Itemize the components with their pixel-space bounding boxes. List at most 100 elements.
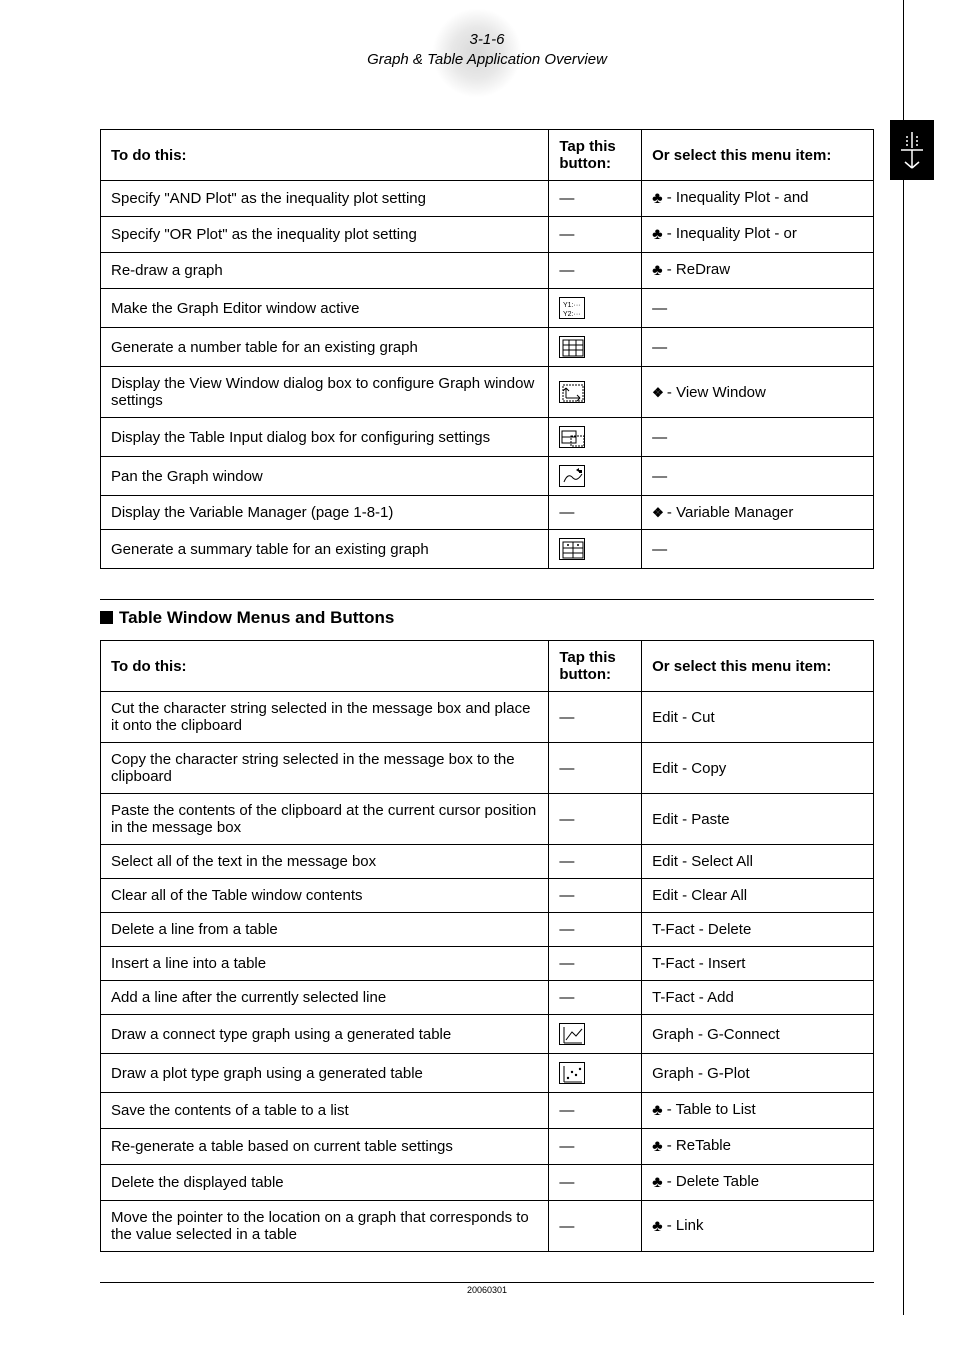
- cell-action: Select all of the text in the message bo…: [101, 845, 549, 879]
- th-action: To do this:: [101, 130, 549, 181]
- table-row: Clear all of the Table window contents—E…: [101, 879, 874, 913]
- page-title: Graph & Table Application Overview: [100, 50, 874, 70]
- menu-text: - ReDraw: [663, 261, 731, 278]
- svg-text:Y1:···: Y1:···: [563, 302, 581, 309]
- cell-button: [549, 418, 642, 457]
- cell-button: —: [549, 879, 642, 913]
- table-row: Insert a line into a table—T-Fact - Inse…: [101, 947, 874, 981]
- table-row: Display the Table Input dialog box for c…: [101, 418, 874, 457]
- cell-action: Display the Table Input dialog box for c…: [101, 418, 549, 457]
- th-button: Tap this button:: [549, 641, 642, 692]
- spade-icon: ♣: [652, 190, 663, 207]
- tableinput-icon: [559, 426, 585, 448]
- cell-button: —: [549, 794, 642, 845]
- cell-action: Pan the Graph window: [101, 457, 549, 496]
- section-header: Table Window Menus and Buttons: [100, 599, 874, 628]
- section-bullet-icon: [100, 611, 113, 624]
- page-ref: 3-1-6: [100, 30, 874, 50]
- cell-menu: Edit - Clear All: [642, 879, 874, 913]
- cell-menu: ❖ - View Window: [642, 367, 874, 418]
- menu-text: Graph - G-Connect: [652, 1026, 780, 1043]
- cell-button: —: [549, 217, 642, 253]
- commands-table-2: To do this: Tap this button: Or select t…: [100, 640, 874, 1252]
- cell-button: —: [549, 743, 642, 794]
- cell-button: —: [549, 1165, 642, 1201]
- cell-action: Delete the displayed table: [101, 1165, 549, 1201]
- cell-menu: T-Fact - Add: [642, 981, 874, 1015]
- table-row: Generate a summary table for an existing…: [101, 530, 874, 569]
- table-row: Generate a number table for an existing …: [101, 328, 874, 367]
- cell-menu: ♣ - ReDraw: [642, 253, 874, 289]
- cell-action: Copy the character string selected in th…: [101, 743, 549, 794]
- commands-table-1: To do this: Tap this button: Or select t…: [100, 129, 874, 569]
- th-menu: Or select this menu item:: [642, 130, 874, 181]
- table-row: Move the pointer to the location on a gr…: [101, 1201, 874, 1252]
- section-title: Table Window Menus and Buttons: [119, 608, 394, 627]
- cell-action: Move the pointer to the location on a gr…: [101, 1201, 549, 1252]
- cell-menu: Edit - Copy: [642, 743, 874, 794]
- cell-menu: —: [642, 457, 874, 496]
- cell-menu: —: [642, 418, 874, 457]
- cell-menu: Edit - Paste: [642, 794, 874, 845]
- page-header: 3-1-6 Graph & Table Application Overview: [100, 20, 874, 69]
- plot-icon: [559, 1062, 585, 1084]
- spade-icon: ♣: [652, 226, 663, 243]
- footer-date: 20060301: [100, 1285, 874, 1295]
- table-row: Copy the character string selected in th…: [101, 743, 874, 794]
- cell-action: Specify "OR Plot" as the inequality plot…: [101, 217, 549, 253]
- table-row: Pan the Graph window —: [101, 457, 874, 496]
- spade-icon: ♣: [652, 262, 663, 279]
- menu-text: T-Fact - Delete: [652, 921, 751, 938]
- cell-action: Display the Variable Manager (page 1-8-1…: [101, 496, 549, 530]
- table-row: Draw a connect type graph using a genera…: [101, 1015, 874, 1054]
- menu-text: - Delete Table: [663, 1173, 759, 1190]
- cell-button: [549, 530, 642, 569]
- cell-button: [549, 1054, 642, 1093]
- cell-menu: —: [642, 530, 874, 569]
- table-row: Delete the displayed table—♣ - Delete Ta…: [101, 1165, 874, 1201]
- cell-button: [549, 328, 642, 367]
- y1y2-icon: Y1:···Y2:···: [559, 297, 585, 319]
- pan-icon: [559, 465, 585, 487]
- cell-action: Draw a plot type graph using a generated…: [101, 1054, 549, 1093]
- cell-button: —: [549, 947, 642, 981]
- spade-icon: ♣: [652, 1138, 663, 1155]
- cell-action: Save the contents of a table to a list: [101, 1093, 549, 1129]
- cell-button: —: [549, 845, 642, 879]
- cell-button: —: [549, 1129, 642, 1165]
- spade-icon: ♣: [652, 1102, 663, 1119]
- cell-menu: Graph - G-Plot: [642, 1054, 874, 1093]
- cell-button: —: [549, 181, 642, 217]
- menu-text: Graph - G-Plot: [652, 1065, 750, 1082]
- menu-text: - Inequality Plot - and: [663, 189, 809, 206]
- cell-menu: Graph - G-Connect: [642, 1015, 874, 1054]
- cell-menu: ♣ - Delete Table: [642, 1165, 874, 1201]
- table-row: Display the View Window dialog box to co…: [101, 367, 874, 418]
- cell-button: —: [549, 913, 642, 947]
- cell-button: —: [549, 496, 642, 530]
- cell-menu: —: [642, 328, 874, 367]
- cell-action: Draw a connect type graph using a genera…: [101, 1015, 549, 1054]
- cell-action: Specify "AND Plot" as the inequality plo…: [101, 181, 549, 217]
- cell-menu: ♣ - Inequality Plot - or: [642, 217, 874, 253]
- cell-action: Cut the character string selected in the…: [101, 692, 549, 743]
- table-row: Make the Graph Editor window activeY1:··…: [101, 289, 874, 328]
- cell-menu: T-Fact - Delete: [642, 913, 874, 947]
- footer-divider: [100, 1282, 874, 1283]
- table-row: Paste the contents of the clipboard at t…: [101, 794, 874, 845]
- cell-menu: Edit - Cut: [642, 692, 874, 743]
- th-button: Tap this button:: [549, 130, 642, 181]
- table-row: Re-generate a table based on current tab…: [101, 1129, 874, 1165]
- vw-icon: ❖: [652, 385, 663, 401]
- cell-button: —: [549, 692, 642, 743]
- cell-menu: —: [642, 289, 874, 328]
- cell-action: Re-generate a table based on current tab…: [101, 1129, 549, 1165]
- cell-action: Display the View Window dialog box to co…: [101, 367, 549, 418]
- cell-button: —: [549, 253, 642, 289]
- table-row: Save the contents of a table to a list—♣…: [101, 1093, 874, 1129]
- table-row: Add a line after the currently selected …: [101, 981, 874, 1015]
- cell-action: Clear all of the Table window contents: [101, 879, 549, 913]
- table-header-row: To do this: Tap this button: Or select t…: [101, 641, 874, 692]
- menu-text: - Link: [663, 1217, 704, 1234]
- cell-button: [549, 367, 642, 418]
